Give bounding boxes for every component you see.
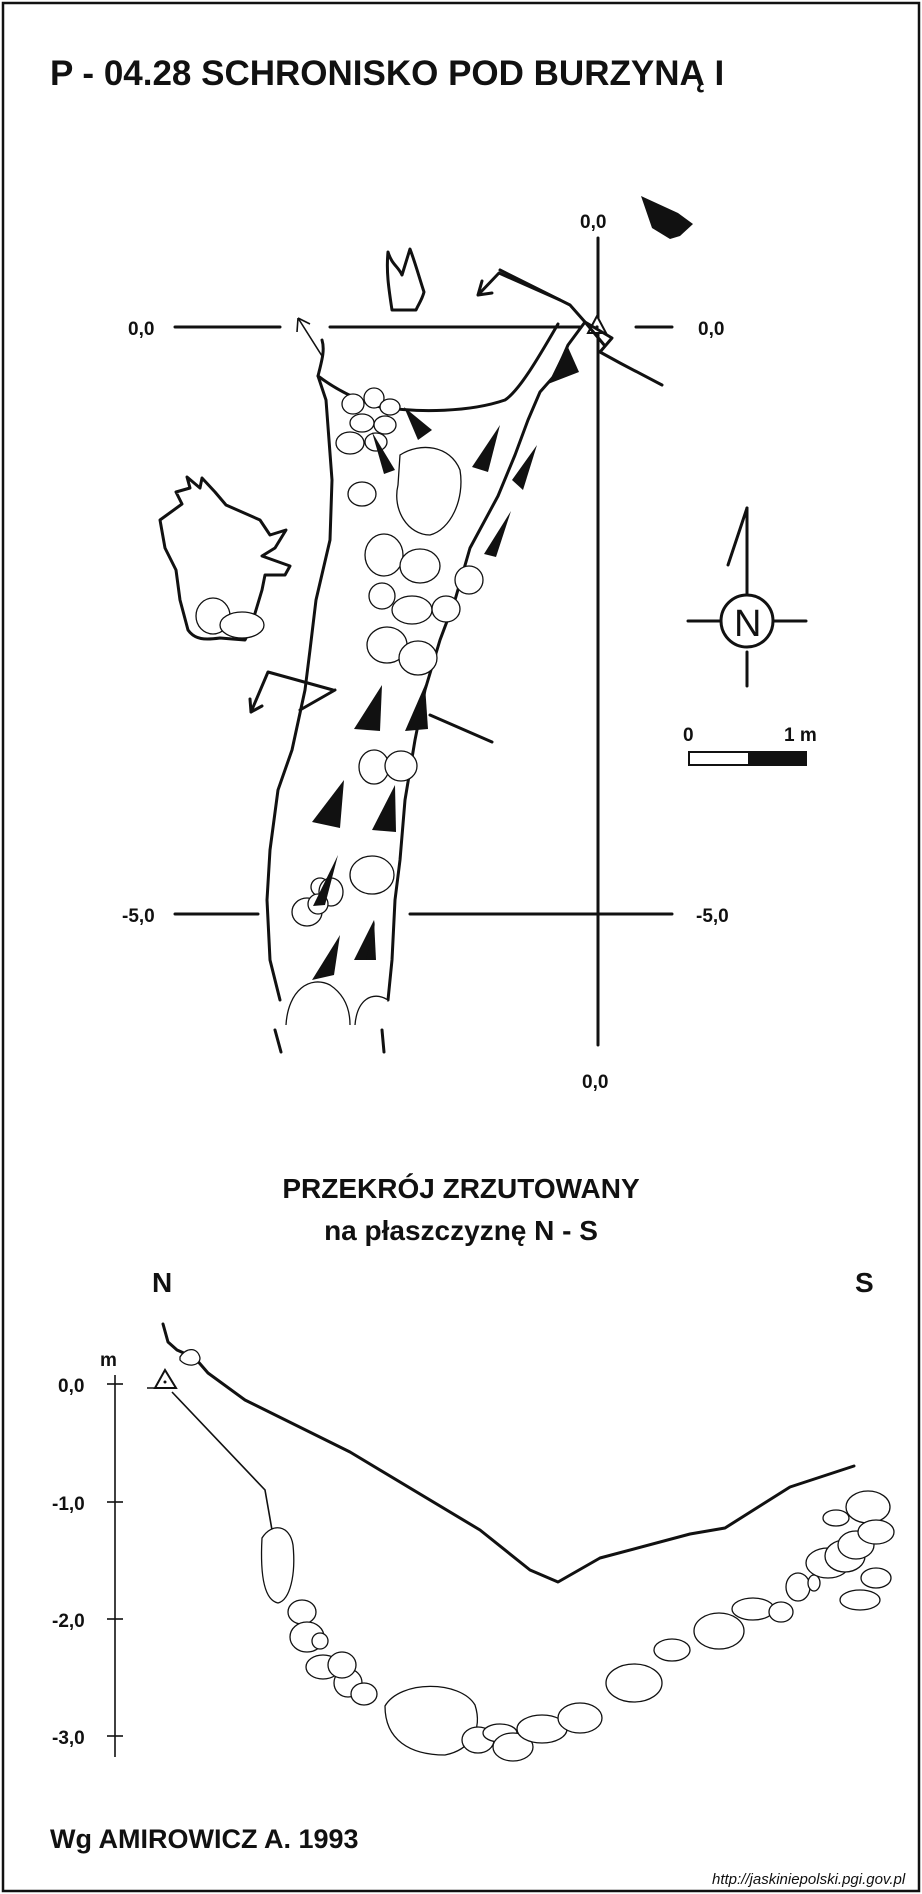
section-depth-scale: m 0,0 -1,0 -2,0 -3,0: [52, 1350, 123, 1757]
depth-tick-0: 0,0: [58, 1376, 84, 1397]
plan-coord-left: 0,0: [128, 319, 154, 340]
section-subtitle: na płaszczyznę N - S: [324, 1215, 598, 1246]
section-cut-arrow-lower-icon: [248, 670, 335, 714]
section-station-icon: [147, 1368, 178, 1389]
plan-rocks: [285, 387, 484, 1026]
cross-section-left: [158, 475, 292, 642]
scale-bar: 0 1 m: [683, 725, 817, 766]
depth-tick-1: -1,0: [52, 1494, 85, 1515]
plan-coord-minus5-right: -5,0: [696, 906, 729, 927]
cross-section-small: [385, 247, 426, 312]
depth-unit-label: m: [100, 1350, 117, 1371]
scale-label-one-meter: 1 m: [784, 725, 817, 746]
section-label-north: N: [152, 1267, 172, 1298]
plan-view: 0,0 0,0 0,0 -5,0 -5,0 0,0: [122, 196, 817, 1093]
entrance-pointer-arrow-icon: [296, 317, 323, 357]
drawing-title: P - 04.28 SCHRONISKO POD BURZYNĄ I: [50, 54, 724, 93]
section-cut-arrow-icon: [476, 271, 562, 302]
cave-plan-outline: [265, 268, 664, 1054]
north-letter: N: [734, 603, 761, 645]
plan-grid-lines: [173, 236, 674, 1047]
plan-coord-top: 0,0: [580, 212, 606, 233]
survey-author: Wg AMIROWICZ A. 1993: [50, 1824, 359, 1854]
plan-coord-bottom: 0,0: [582, 1072, 608, 1093]
source-url: http://jaskiniepolski.pgi.gov.pl: [712, 1871, 906, 1888]
scale-label-zero: 0: [683, 725, 694, 746]
section-label-south: S: [855, 1267, 874, 1298]
entrance-direction-arrow-icon: [641, 196, 693, 239]
north-arrow-icon: N: [686, 506, 808, 688]
section-ceiling-rock: [179, 1348, 201, 1366]
depth-tick-2: -2,0: [52, 1611, 85, 1632]
plan-dip-symbols: [312, 345, 579, 980]
section-floor-rocks: [260, 1490, 895, 1762]
depth-tick-3: -3,0: [52, 1728, 85, 1749]
section-view: PRZEKRÓJ ZRZUTOWANY na płaszczyznę N - S…: [52, 1173, 895, 1762]
section-title: PRZEKRÓJ ZRZUTOWANY: [282, 1173, 640, 1204]
plan-coord-minus5-left: -5,0: [122, 906, 155, 927]
section-floor-line: [171, 1391, 273, 1531]
plan-coord-right: 0,0: [698, 319, 724, 340]
